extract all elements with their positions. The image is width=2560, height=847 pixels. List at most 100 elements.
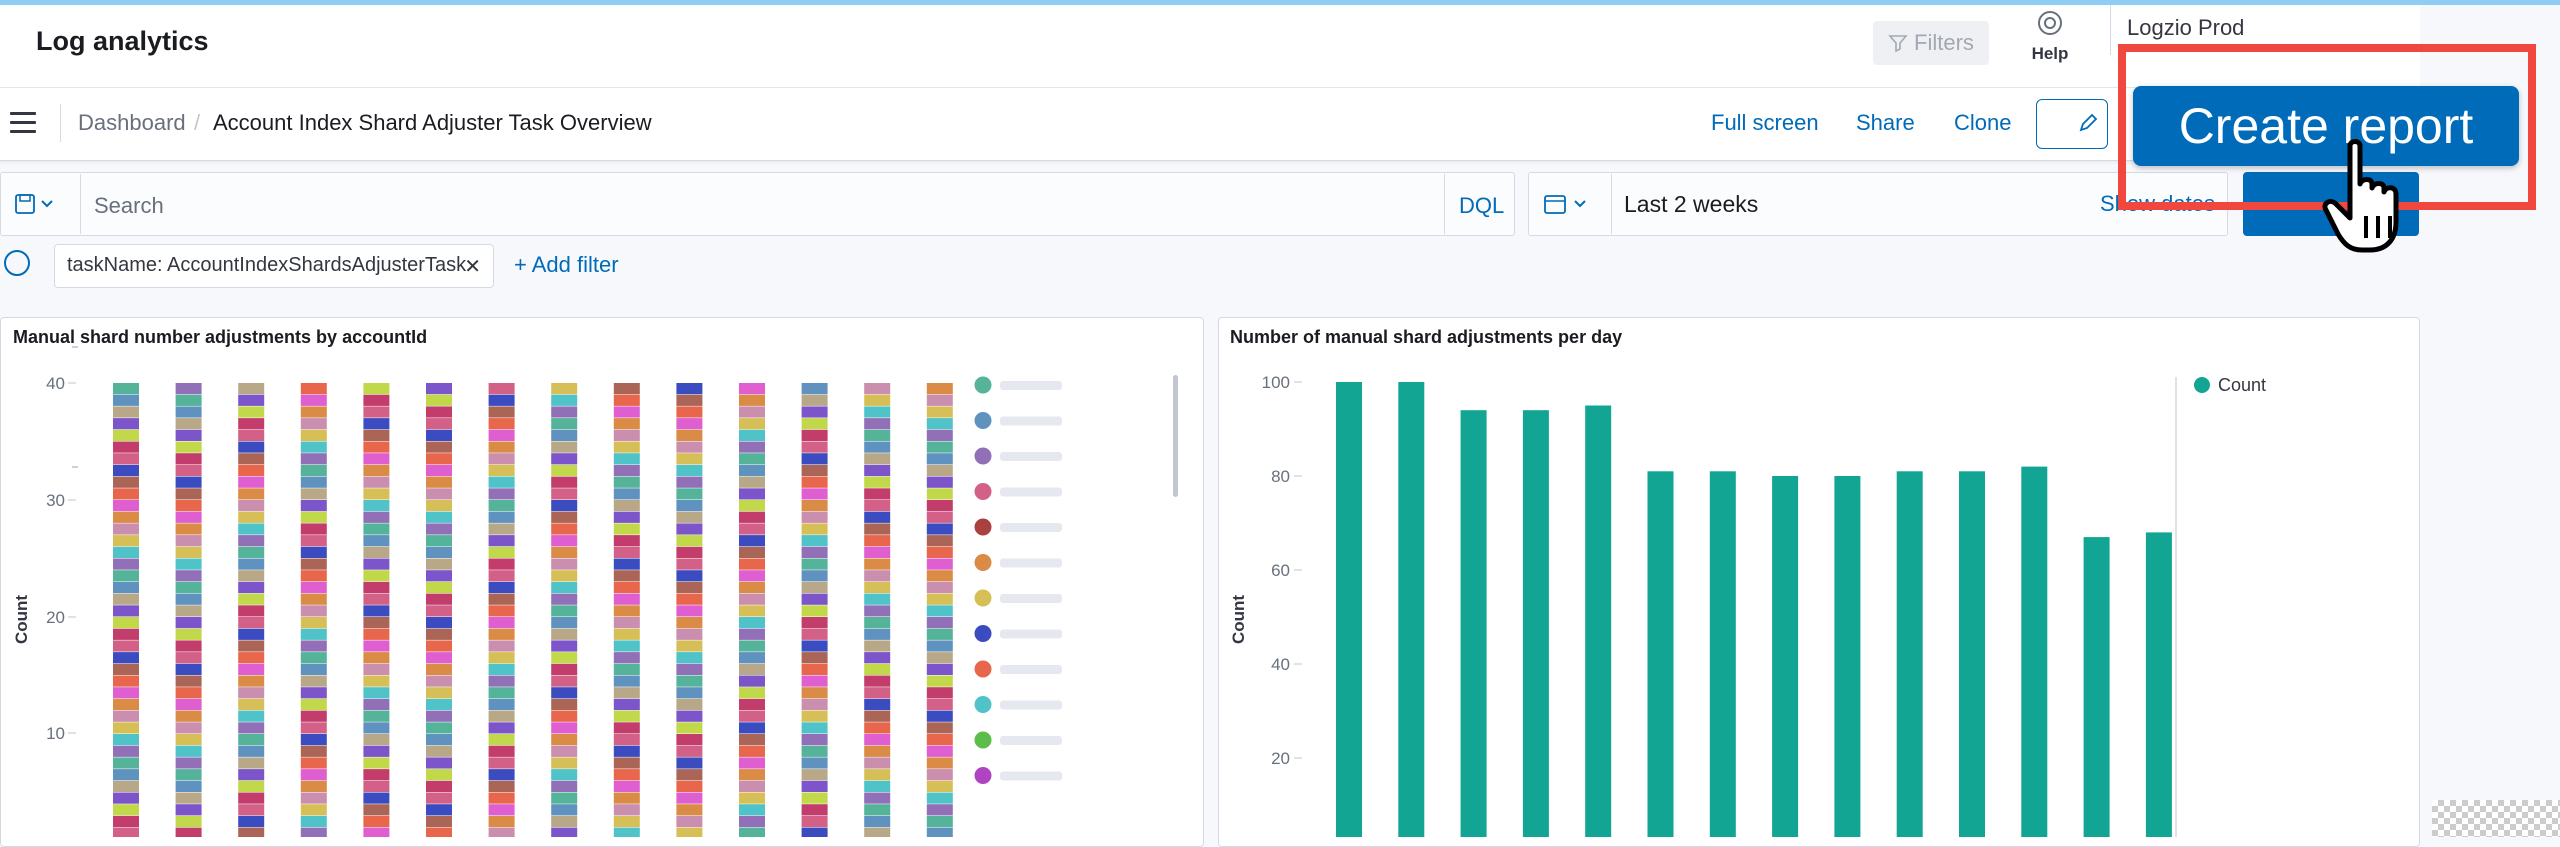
bar-segment xyxy=(488,698,515,711)
date-range-value[interactable]: Last 2 weeks xyxy=(1624,191,1759,217)
bar-segment xyxy=(238,406,265,418)
bar-segment xyxy=(551,570,578,582)
bar-segment xyxy=(300,804,327,816)
bar-segment xyxy=(551,687,578,699)
bar-segment xyxy=(175,406,202,418)
bar-segment xyxy=(926,523,953,535)
bar-segment xyxy=(300,605,327,617)
bar-segment xyxy=(300,429,327,441)
bar-segment xyxy=(426,605,452,617)
bar-segment xyxy=(363,663,390,675)
bar-segment xyxy=(426,745,452,757)
bar-segment xyxy=(551,757,578,769)
query-bar xyxy=(0,172,1515,236)
bar-segment xyxy=(926,511,953,523)
bar-segment xyxy=(551,558,578,570)
bar-segment xyxy=(613,558,640,570)
close-icon[interactable]: ✕ xyxy=(464,256,481,278)
bar-segment xyxy=(801,488,828,500)
legend-scrollbar[interactable] xyxy=(1173,375,1178,497)
bar xyxy=(1896,471,1923,837)
bar-segment xyxy=(113,535,139,547)
bar-segment xyxy=(363,722,390,734)
bar-segment xyxy=(363,429,390,441)
bar-segment xyxy=(864,570,891,582)
search-input[interactable]: Search xyxy=(94,193,164,218)
y-tick-label: 20 xyxy=(1271,749,1290,768)
bar-segment xyxy=(175,500,202,512)
bar-segment xyxy=(676,769,703,781)
bar-segment xyxy=(613,827,640,837)
bar-segment xyxy=(864,511,891,523)
bar-segment xyxy=(363,488,390,500)
bar-segment xyxy=(613,453,640,465)
filter-options-icon[interactable] xyxy=(4,250,30,276)
bar-segment xyxy=(926,383,953,395)
legend-swatch xyxy=(974,589,992,607)
query-language-toggle[interactable]: DQL xyxy=(1459,193,1505,218)
bar-segment xyxy=(113,780,139,792)
bar-chart: 100 80 60 40 20 Count xyxy=(1262,373,2266,837)
create-report-button[interactable]: Create report xyxy=(2133,86,2519,166)
bar-segment xyxy=(801,476,828,488)
bar-segment xyxy=(488,476,515,488)
bar-segment xyxy=(864,605,891,617)
bar xyxy=(2083,537,2110,837)
share-link[interactable]: Share xyxy=(1856,110,1915,135)
bar-segment xyxy=(113,546,139,558)
bar-segment xyxy=(739,535,765,547)
bar xyxy=(1772,476,1799,837)
bar-segment xyxy=(613,581,640,594)
bar-segment xyxy=(551,769,578,781)
bar-segment xyxy=(739,570,765,582)
full-screen-link[interactable]: Full screen xyxy=(1711,110,1819,135)
bar-segment xyxy=(175,418,202,430)
menu-icon[interactable] xyxy=(10,112,36,134)
bar xyxy=(2021,466,2048,837)
legend-label-redacted xyxy=(1000,416,1062,426)
bar-segment xyxy=(426,710,452,722)
bar-segment xyxy=(801,418,828,430)
bar-segment xyxy=(551,617,578,629)
bar-segment xyxy=(551,394,578,406)
bar-segment xyxy=(613,476,640,488)
filters-button[interactable]: Filters xyxy=(1873,21,1989,65)
edit-button[interactable] xyxy=(2036,99,2108,149)
bar-segment xyxy=(363,476,390,488)
add-filter-button[interactable]: + Add filter xyxy=(514,252,619,277)
calendar-quick-menu[interactable] xyxy=(1543,193,1593,221)
bar-segment xyxy=(238,546,265,558)
bar-segment xyxy=(113,675,139,687)
bar-segment xyxy=(300,418,327,430)
bar-segment xyxy=(739,406,765,418)
bar-segment xyxy=(801,698,828,711)
date-picker xyxy=(1528,172,2228,236)
bar-segment xyxy=(551,476,578,488)
breadcrumb-dashboard[interactable]: Dashboard xyxy=(78,110,186,135)
bar-segment xyxy=(488,453,515,465)
bar-segment xyxy=(613,418,640,430)
bar-segment xyxy=(926,710,953,722)
bar-segment xyxy=(300,383,327,395)
bar-segment xyxy=(864,815,891,828)
bar-segment xyxy=(926,581,953,594)
bar-segment xyxy=(864,394,891,406)
bar-segment xyxy=(739,827,765,837)
nav-divider xyxy=(60,104,61,142)
clone-link[interactable]: Clone xyxy=(1954,110,2012,135)
bar-segment xyxy=(113,757,139,769)
help-button[interactable]: Help xyxy=(2030,10,2070,64)
bar-segment xyxy=(488,488,515,500)
bar-segment xyxy=(739,652,765,664)
bar-segment xyxy=(551,675,578,687)
bar-segment xyxy=(676,792,703,804)
bar-segment xyxy=(926,429,953,441)
filter-pill[interactable]: taskName: AccountIndexShardsAdjusterTask… xyxy=(54,244,494,288)
bar-segment xyxy=(426,617,452,629)
bar-segment xyxy=(676,441,703,453)
bar-segment xyxy=(864,535,891,547)
saved-query-menu[interactable] xyxy=(14,193,58,221)
bar-segment xyxy=(488,652,515,664)
bar-segment xyxy=(801,511,828,523)
bar-segment xyxy=(864,710,891,722)
